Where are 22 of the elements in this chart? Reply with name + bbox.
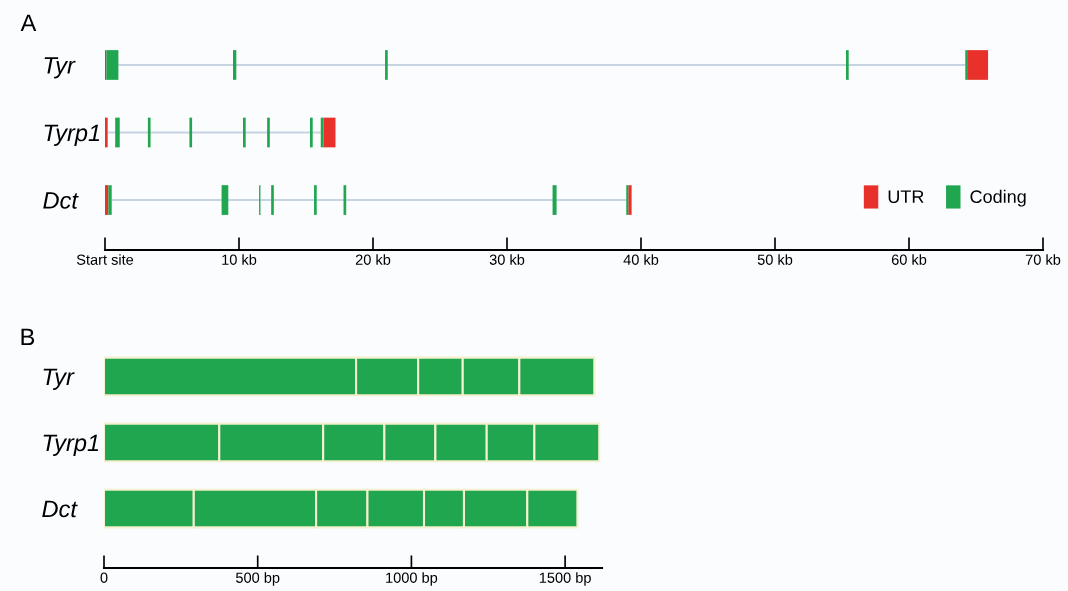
legend-label: UTR: [888, 190, 924, 204]
x-tick-label: 30 kb: [489, 254, 525, 265]
y-tick-label: Tyr: [43, 368, 75, 390]
x-tick-label: 0: [100, 572, 108, 583]
chart-title: B: [21, 328, 35, 346]
y-tick-label: Tyrp1: [44, 124, 100, 146]
x-tick-label: 10 kb: [222, 254, 257, 265]
x-tick-label: 70 kb: [1025, 254, 1061, 265]
x-tick-label: 40 kb: [623, 254, 659, 265]
legend-label: Coding: [970, 189, 1026, 207]
x-tick-label: 1000 bp: [386, 572, 438, 586]
y-tick-label: Tyr: [44, 57, 76, 79]
x-tick-label: 60 kb: [891, 254, 927, 265]
x-tick-label: 1500 bp: [539, 572, 591, 586]
chart-title: A: [20, 14, 37, 31]
y-tick-label: Dct: [42, 500, 78, 518]
y-tick-label: Dct: [43, 192, 79, 209]
x-tick-label: 20 kb: [355, 254, 391, 265]
y-tick-label: Tyrp1: [43, 434, 99, 456]
x-tick-label: Start site: [76, 254, 134, 265]
x-tick-label: 50 kb: [757, 254, 793, 265]
x-tick-label: 500 bp: [235, 572, 280, 586]
